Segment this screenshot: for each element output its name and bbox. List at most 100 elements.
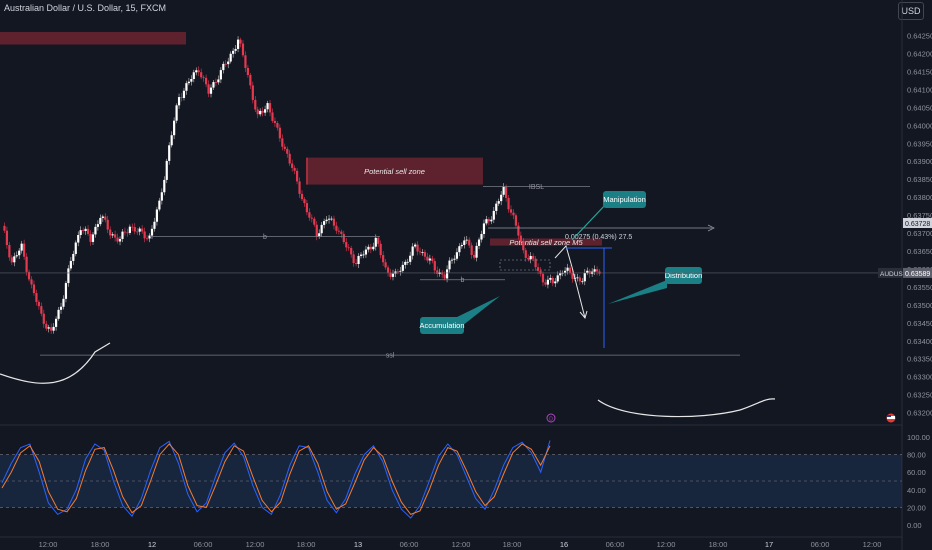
candle-body [532, 255, 535, 259]
candle-body [546, 279, 550, 285]
candle [13, 252, 16, 267]
candle [42, 309, 45, 328]
price-tick-label: 0.64050 [907, 103, 932, 112]
candle [271, 108, 274, 123]
callout-distribution[interactable]: Distribution [608, 267, 702, 304]
candle [118, 236, 122, 246]
time-tick-label: 18:00 [709, 540, 728, 549]
candle-body [10, 257, 13, 263]
candle [591, 268, 594, 277]
projection-arrow-up[interactable] [554, 245, 573, 268]
time-axis[interactable]: 12:00 18:00 12 06:00 12:00 18:00 13 06:00 12:00 1… [39, 540, 882, 549]
candle-body [195, 70, 198, 73]
candle [544, 279, 547, 287]
candle-body [72, 253, 75, 261]
candle [10, 255, 13, 266]
candle [473, 251, 476, 260]
freehand-curve-left[interactable] [0, 342, 111, 384]
candle [418, 247, 422, 256]
candle-body [507, 197, 510, 210]
candle [342, 230, 345, 244]
liquidity-level-label: IBSL [529, 184, 544, 191]
candle-body [416, 244, 419, 252]
candle-body [244, 55, 247, 68]
candle [116, 233, 119, 244]
candle-body [278, 127, 281, 139]
candle-body [315, 224, 318, 237]
candle-body [342, 233, 345, 243]
candle [463, 236, 466, 249]
projection-arrow-down[interactable] [571, 266, 586, 319]
candle-body [539, 270, 542, 274]
candle-body [256, 109, 259, 115]
supply-zone-label: Potential sell zone [364, 167, 425, 176]
candle-body [50, 327, 53, 331]
candle-body [45, 323, 48, 329]
freehand-curve-right[interactable] [597, 398, 776, 418]
event-marker-dividend[interactable]: D [546, 413, 556, 423]
candle-body [359, 254, 363, 256]
oscillator-tick-label: 60.00 [907, 468, 926, 477]
candle [441, 270, 444, 279]
candle-body [455, 252, 459, 259]
price-axis[interactable]: 0.64250 0.64200 0.64150 0.64100 0.64050 0.640… [0, 32, 932, 418]
candle-body [379, 243, 382, 256]
candle [406, 258, 409, 266]
price-tick-label: 0.63500 [907, 301, 932, 310]
currency-button[interactable]: USD [898, 2, 924, 20]
horizontal-ray-arrow [707, 224, 715, 232]
callout-manipulation[interactable]: Manipulation [571, 191, 646, 241]
candle-body [529, 255, 532, 260]
candle-body [192, 72, 195, 80]
candle-body [303, 199, 306, 204]
candle-body [109, 229, 112, 236]
candle-body [411, 246, 414, 256]
event-marker-flag-icon[interactable] [886, 413, 896, 423]
candle [529, 252, 532, 264]
callout-accumulation[interactable]: Accumulation [419, 296, 500, 334]
candle-body [323, 221, 326, 225]
candle [62, 295, 65, 310]
candle-body [79, 230, 82, 235]
candle [482, 219, 486, 238]
candle [485, 215, 488, 226]
oscillator-series-line [1, 443, 551, 515]
candle [37, 300, 40, 310]
range-box[interactable] [499, 259, 551, 271]
candle-body [325, 219, 328, 222]
candle-body [364, 249, 368, 255]
candle-body [187, 81, 190, 84]
candle [330, 216, 333, 221]
candle [399, 267, 402, 276]
candle [138, 226, 141, 236]
candle-body [131, 226, 134, 228]
candle [224, 60, 227, 67]
candle [195, 67, 198, 76]
candle [465, 235, 468, 244]
candle-body [74, 242, 77, 254]
oscillator-tick-label: 20.00 [907, 503, 926, 512]
price-tag: 0.63728 [903, 218, 932, 229]
oscillator-tick-label: 0.00 [907, 521, 922, 530]
candle-body [519, 235, 522, 242]
price-tick-label: 0.63800 [907, 193, 932, 202]
candle-body [409, 255, 412, 262]
candle [578, 275, 581, 285]
candle [219, 67, 222, 84]
candle-body [30, 279, 33, 285]
candle [369, 243, 372, 254]
candle [310, 214, 313, 223]
candle-body [145, 238, 149, 240]
candle [259, 108, 262, 117]
candle-body [431, 258, 434, 262]
price-tick-label: 0.63650 [907, 247, 932, 256]
time-tick-label: 18:00 [297, 540, 316, 549]
candle-body [64, 283, 68, 299]
candle [291, 159, 294, 172]
time-tick-label: 06:00 [811, 540, 830, 549]
candle-body [544, 282, 547, 285]
liquidity-level-label: b [461, 277, 465, 284]
candle-body [509, 209, 513, 213]
candle-body [57, 309, 60, 319]
